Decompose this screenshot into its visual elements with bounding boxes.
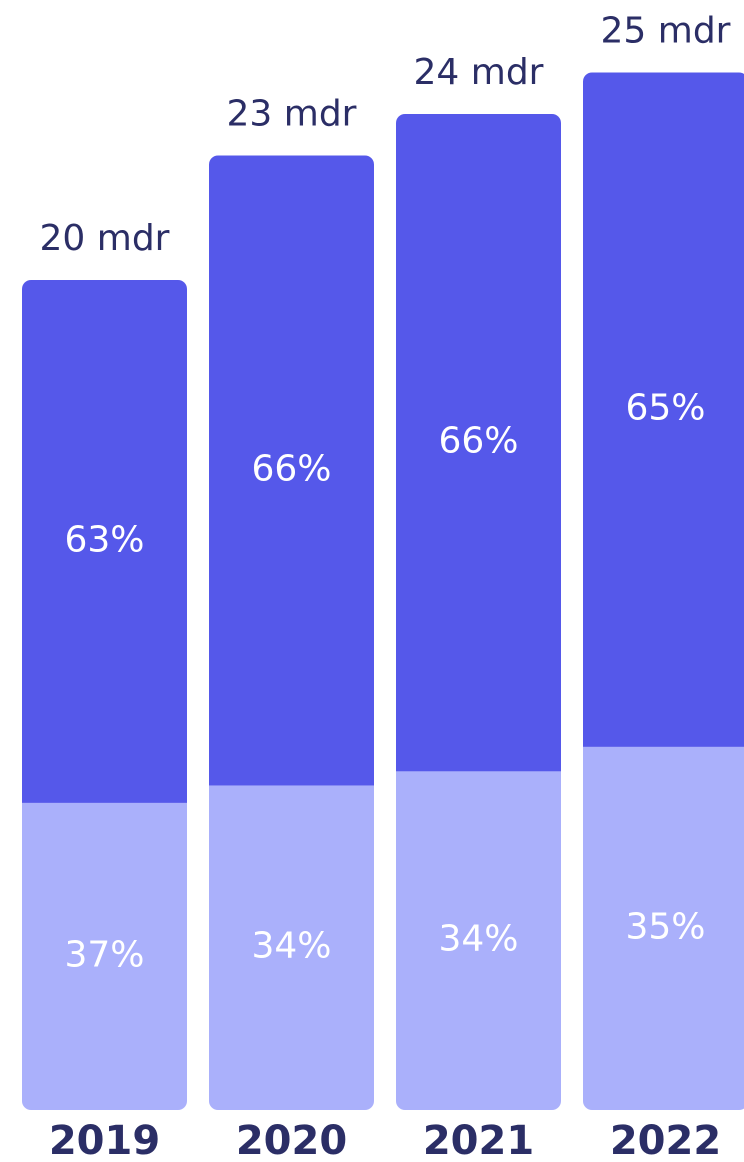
bar-group: [209, 155, 374, 1110]
x-tick-label: 2020: [236, 1118, 347, 1162]
total-label: 24 mdr: [414, 52, 544, 93]
bar-segment: [583, 746, 744, 1110]
segment-label: 37%: [64, 934, 144, 975]
total-label: 20 mdr: [40, 218, 170, 259]
bar-segment: [209, 785, 374, 1110]
bar-segment: [396, 114, 561, 772]
x-tick-label: 2021: [423, 1118, 534, 1162]
segment-label: 34%: [251, 926, 331, 967]
x-tick-label: 2022: [610, 1118, 721, 1162]
x-tick-label: 2019: [49, 1118, 160, 1162]
bar-segment: [396, 771, 561, 1110]
segment-label: 65%: [625, 388, 705, 429]
segment-label: 35%: [625, 906, 705, 947]
bar-segment: [22, 280, 187, 803]
bar-segment: [209, 155, 374, 786]
bar-group: [396, 114, 561, 1110]
total-label: 23 mdr: [227, 94, 357, 135]
bar-segment: [583, 72, 744, 747]
bar-group: [22, 280, 187, 1110]
segment-label: 63%: [64, 519, 144, 560]
segment-label: 66%: [438, 421, 518, 462]
bar-segment: [22, 802, 187, 1110]
bar-group: [583, 72, 744, 1110]
segment-label: 34%: [438, 919, 518, 960]
segment-label: 66%: [251, 448, 331, 489]
total-label: 25 mdr: [601, 11, 731, 52]
